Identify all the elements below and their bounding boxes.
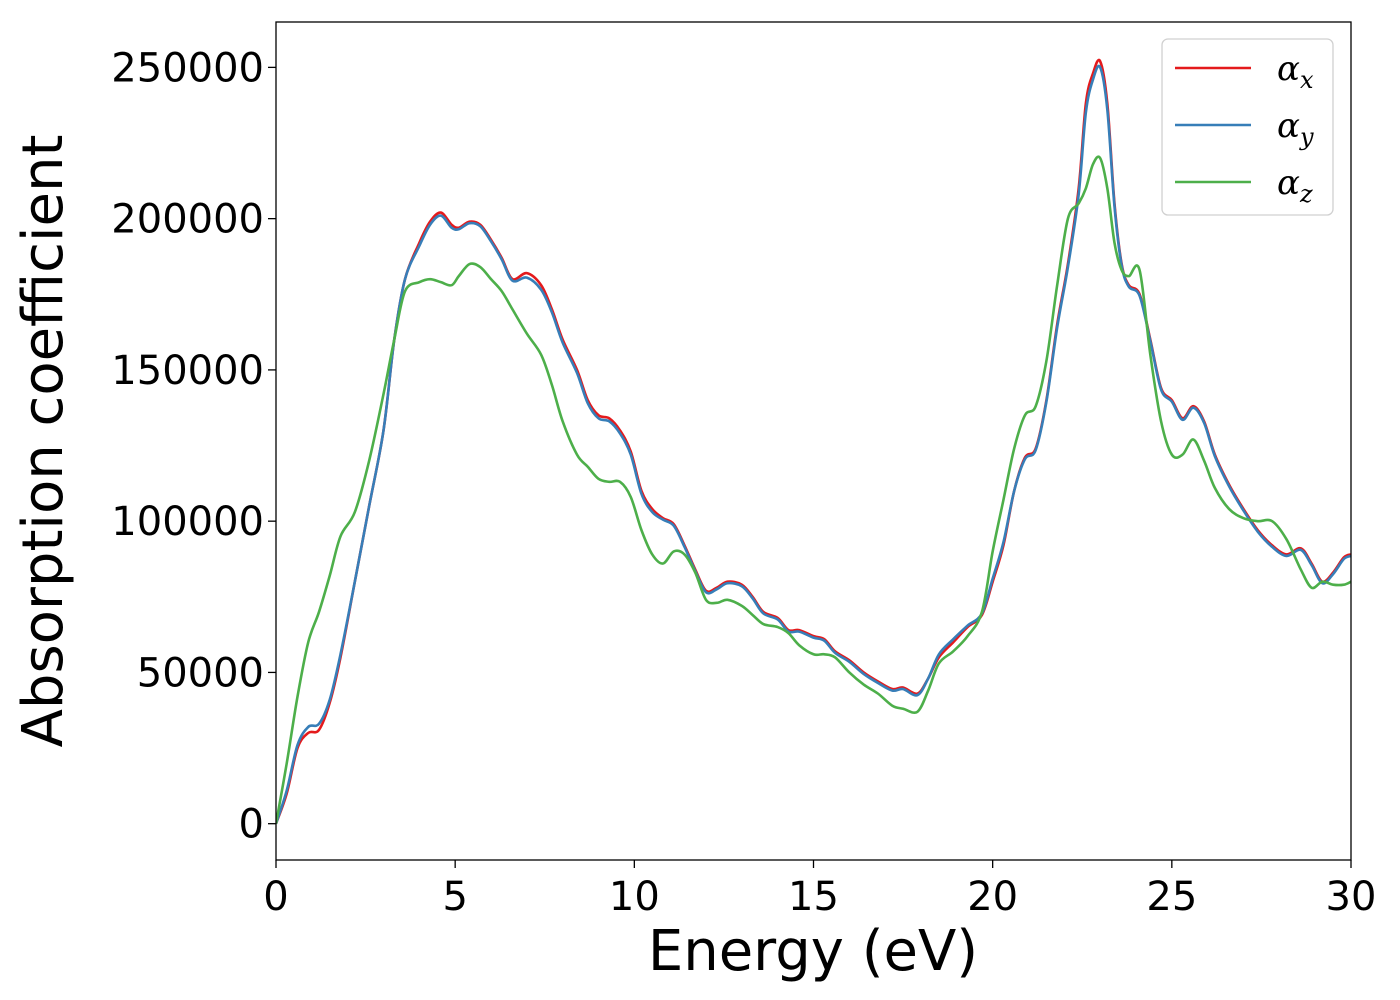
plot-area bbox=[276, 58, 1351, 825]
legend: αx αy αz bbox=[1161, 38, 1334, 216]
legend-label-y: αy bbox=[1277, 106, 1314, 151]
y-tick-label: 50000 bbox=[137, 650, 264, 696]
y-tick-label: 150000 bbox=[111, 348, 264, 394]
legend-frame bbox=[1161, 38, 1334, 216]
y-axis: 0 50000 100000 150000 200000 250000 bbox=[111, 45, 276, 848]
series-line-z bbox=[276, 155, 1351, 824]
x-tick-label: 5 bbox=[442, 874, 467, 920]
x-tick-label: 20 bbox=[967, 874, 1018, 920]
x-axis: 0 5 10 15 20 25 30 bbox=[263, 860, 1376, 920]
y-tick-label: 0 bbox=[239, 802, 264, 848]
x-tick-label: 30 bbox=[1326, 874, 1377, 920]
x-tick-label: 25 bbox=[1146, 874, 1197, 920]
y-tick-label: 100000 bbox=[111, 499, 264, 545]
y-axis-title: Absorption coefficient bbox=[11, 135, 76, 748]
x-tick-label: 15 bbox=[788, 874, 839, 920]
x-tick-label: 0 bbox=[263, 874, 288, 920]
x-axis-title: Energy (eV) bbox=[648, 919, 978, 984]
series-layer bbox=[276, 58, 1351, 825]
y-tick-label: 250000 bbox=[111, 45, 264, 91]
series-line-y bbox=[276, 64, 1351, 825]
legend-label-x: αx bbox=[1277, 49, 1314, 94]
y-tick-label: 200000 bbox=[111, 197, 264, 243]
x-tick-label: 10 bbox=[609, 874, 660, 920]
legend-label-z: αz bbox=[1277, 163, 1313, 208]
